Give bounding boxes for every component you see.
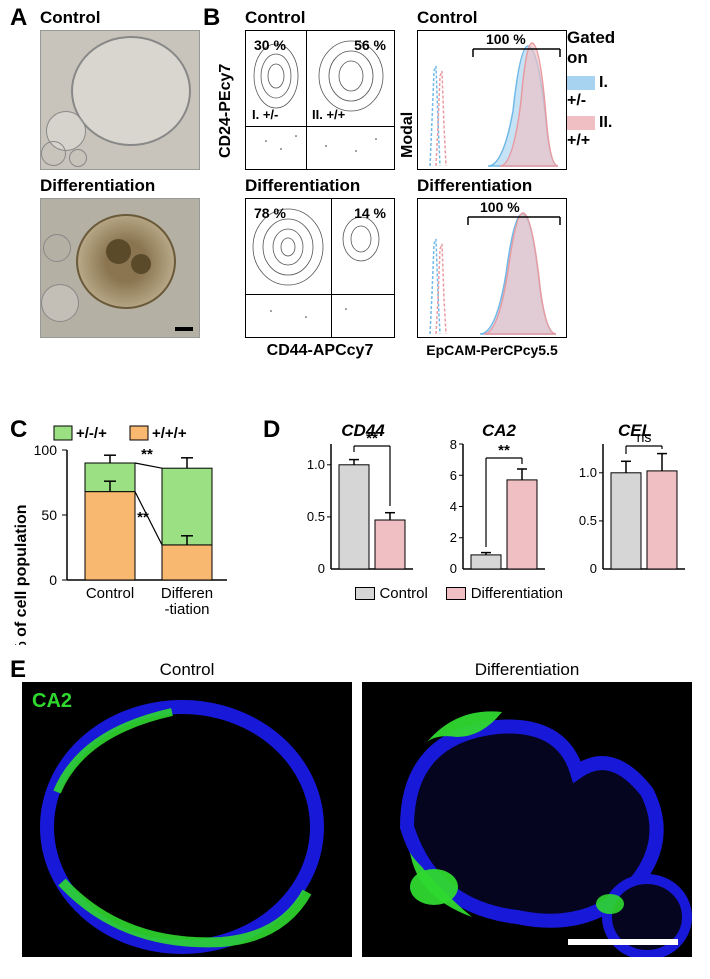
- svg-text:+/+/+: +/+/+: [152, 425, 187, 442]
- label-c: C: [10, 416, 27, 444]
- svg-text:4: 4: [450, 499, 457, 514]
- panel-c-chart: +/-/+ +/+/+ 0 50 100: [12, 420, 252, 645]
- panel-e-control-image: CA2: [22, 682, 352, 957]
- svg-text:% of cell population: % of cell population: [13, 504, 30, 645]
- svg-text:6: 6: [450, 468, 457, 483]
- label-a: A: [10, 4, 27, 32]
- svg-text:100: 100: [34, 442, 58, 458]
- panel-e-control-title: Control: [22, 660, 352, 680]
- svg-text:1.0: 1.0: [579, 465, 597, 480]
- facs-control-q1: 30 %: [254, 37, 286, 53]
- facs-diff-title: Differentiation: [245, 176, 395, 196]
- histo-y-axis: Modal: [399, 112, 417, 158]
- facs-diff-q1: 78 %: [254, 205, 286, 221]
- gate-label-diff: 100 %: [480, 199, 520, 215]
- legend-title: Gated on: [567, 28, 615, 68]
- facs-x-axis: CD44-APCcy7: [245, 342, 395, 360]
- label-d: D: [263, 416, 280, 444]
- histo-legend: Gated on I. +/- II. +/+: [567, 28, 615, 150]
- histo-x-axis: EpCAM-PerCPcy5.5: [417, 342, 567, 358]
- gate-label-control: 100 %: [486, 31, 526, 47]
- svg-text:0.5: 0.5: [307, 509, 325, 524]
- svg-text:0: 0: [318, 561, 325, 576]
- svg-text:**: **: [141, 446, 153, 463]
- legend-control-text: Control: [379, 585, 427, 602]
- legend-swatch-I: [567, 76, 595, 90]
- scale-bar-e: [568, 939, 678, 945]
- panel-e: E Control Differentiation CA2: [12, 660, 692, 957]
- panel-d: D CD44 0 0.5 1.0: [265, 420, 695, 603]
- svg-text:0.5: 0.5: [579, 513, 597, 528]
- scale-bar-a: [175, 327, 193, 331]
- label-b: B: [203, 4, 220, 32]
- svg-text:+/-/+: +/-/+: [76, 425, 107, 442]
- svg-text:**: **: [498, 442, 510, 459]
- panel-a-diff-image: [40, 198, 200, 338]
- svg-text:0: 0: [450, 561, 457, 576]
- histo-control-title: Control: [417, 8, 567, 28]
- svg-text:1.0: 1.0: [307, 457, 325, 472]
- facs-control-plot: 30 % 56 % I. +/- II. +/+: [245, 30, 395, 170]
- facs-q1-lab: I. +/-: [252, 107, 278, 122]
- svg-text:CD44: CD44: [341, 421, 385, 440]
- legend-swatch-diff: [446, 587, 466, 600]
- panel-b: B Control 30 %: [205, 8, 567, 360]
- histo-diff-plot: 100 %: [417, 198, 567, 338]
- svg-text:Control: Control: [86, 585, 134, 602]
- svg-text:Differen: Differen: [161, 585, 213, 602]
- histo-control-plot: 100 %: [417, 30, 567, 170]
- svg-text:2: 2: [450, 530, 457, 545]
- svg-text:**: **: [366, 430, 378, 447]
- ca2-label: CA2: [32, 690, 72, 713]
- label-e: E: [10, 656, 26, 684]
- panel-e-diff-image: [362, 682, 692, 957]
- legend-swatch-control: [355, 587, 375, 600]
- facs-y-axis: CD24-PEcy7: [217, 64, 235, 158]
- panel-e-diff-title: Differentiation: [362, 660, 692, 680]
- svg-text:0: 0: [590, 561, 597, 576]
- panel-a-control-title: Control: [40, 8, 200, 28]
- legend-swatch-II: [567, 116, 595, 130]
- legend-diff-text: Differentiation: [471, 585, 563, 602]
- svg-text:0: 0: [49, 572, 57, 588]
- panel-c: C +/-/+ +/+/+ 0 50 100: [12, 420, 252, 650]
- panel-a-diff-title: Differentiation: [40, 176, 200, 196]
- facs-control-title: Control: [245, 8, 395, 28]
- panel-a: A Control Differentiation: [12, 8, 200, 338]
- panel-a-control-image: [40, 30, 200, 170]
- chart-cel: CEL 0 0.5 1.0 ns: [565, 420, 695, 615]
- facs-diff-plot: 78 % 14 %: [245, 198, 395, 338]
- facs-control-q2: 56 %: [354, 37, 386, 53]
- svg-text:-tiation: -tiation: [164, 601, 209, 618]
- facs-q2-lab: II. +/+: [312, 107, 345, 122]
- svg-text:50: 50: [41, 507, 57, 523]
- svg-text:CA2: CA2: [482, 421, 517, 440]
- svg-text:ns: ns: [637, 429, 652, 445]
- histo-diff-title: Differentiation: [417, 176, 567, 196]
- svg-text:**: **: [137, 509, 149, 526]
- svg-text:8: 8: [450, 437, 457, 452]
- facs-diff-q2: 14 %: [354, 205, 386, 221]
